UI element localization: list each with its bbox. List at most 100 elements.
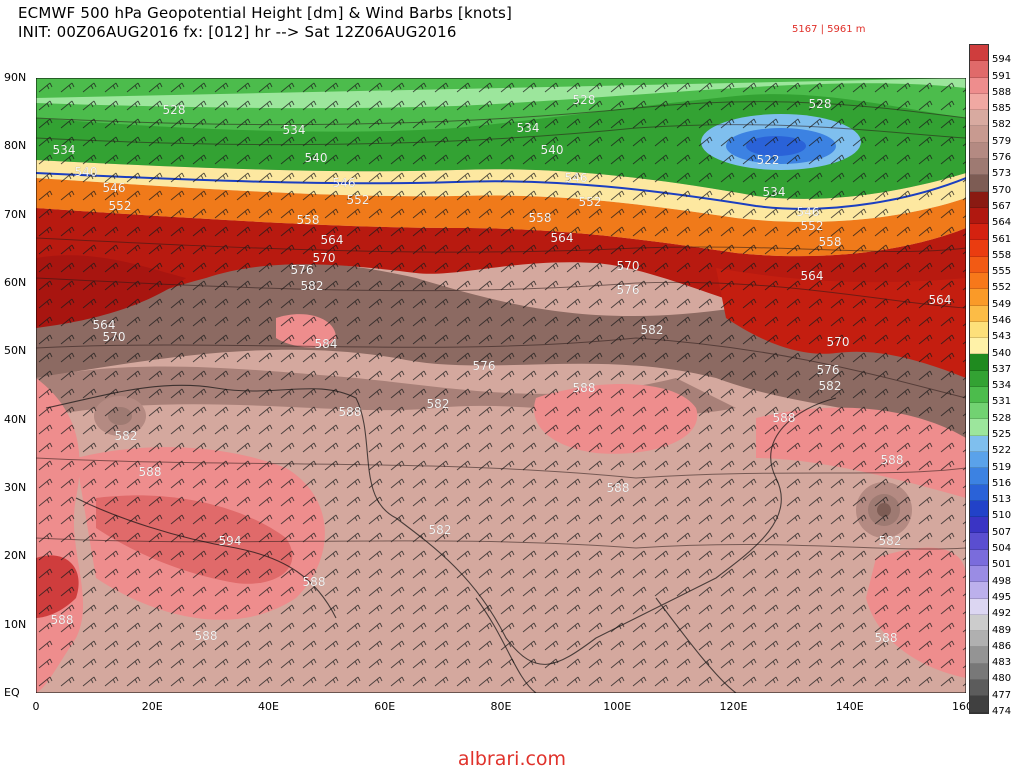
lat-label: 70N [4,207,27,221]
contour-label: 582 [819,379,842,393]
colorbar-swatch [970,272,988,290]
colorbar-swatch [970,614,988,632]
colorbar-swatch [970,517,988,534]
colorbar-swatch [970,321,988,339]
colorbar-level-label: 498 [992,575,1012,587]
contour-label: 546 [103,181,126,195]
colorbar-level-label: 552 [992,282,1012,294]
lon-label: 60E [374,700,396,713]
contour-label: 588 [139,465,162,479]
contour-label: 534 [763,185,786,199]
colorbar-swatch [970,77,988,94]
contour-label: 564 [801,269,824,283]
colorbar-level-label: 528 [992,412,1012,424]
colorbar-swatch [970,468,988,485]
contour-label: 546 [565,171,588,185]
colorbar-level-label: 531 [992,396,1012,408]
lat-label: 10N [4,617,27,631]
contour-label: 588 [875,631,898,645]
contour-label: 522 [757,153,780,167]
colorbar-level-label: 486 [992,640,1012,652]
colorbar-swatch [970,631,988,648]
colorbar-level-label: 570 [992,184,1012,196]
lon-label: 100E [603,700,632,713]
contour-label: 564 [929,293,952,307]
colorbar-swatch [970,663,988,680]
contour-label: 534 [53,143,76,157]
lon-label: 140E [835,700,864,713]
lon-label: 20E [141,700,163,713]
colorbar-swatch [970,207,988,225]
contour-label: 576 [291,263,314,277]
colorbar-swatch [970,582,988,599]
contour-label: 594 [219,534,242,548]
colorbar-level-label: 543 [992,331,1012,343]
colorbar-level-label: 564 [992,217,1012,229]
lat-label: 90N [4,71,27,84]
lat-label: 40N [4,412,27,426]
colorbar-swatch [970,93,988,111]
colorbar-level-label: 591 [992,70,1012,82]
colorbar-level-label: 522 [992,445,1012,457]
colorbar-level-label: 492 [992,608,1012,620]
colorbar-swatch [970,142,988,159]
colorbar-level-label: 507 [992,526,1012,538]
colorbar-level-label: 585 [992,103,1012,115]
colorbar-level-label: 504 [992,543,1012,555]
contour-label: 564 [93,318,116,332]
lon-label: 80E [490,700,512,713]
lat-label: 60N [4,276,27,289]
contour-label: 582 [429,523,452,537]
contour-label: 534 [283,123,306,137]
colorbar-swatch [970,533,988,550]
contour-label: 576 [473,359,496,373]
contour-label: 576 [617,283,640,297]
colorbar-swatch [970,484,988,501]
site-watermark: albrari.com [457,748,567,770]
init-time-line: INIT: 00Z06AUG2016 fx: [012] hr --> Sat … [18,23,457,41]
lon-label: 0 [32,700,40,713]
colorbar-level-label: 558 [992,249,1012,261]
contour-label: 558 [297,213,320,227]
contour-label: 540 [305,151,328,165]
contour-label: 588 [303,575,326,589]
contour-label: 570 [617,259,640,273]
contour-label: 588 [51,613,74,627]
contour-label: 564 [551,231,574,245]
contour-label: 582 [301,279,324,293]
colorbar-swatch [970,110,988,127]
lat-label: 50N [4,344,27,358]
colorbar-level-label: 513 [992,494,1012,506]
contour-label: 528 [573,93,596,107]
colorbar-level-label: 516 [992,477,1012,489]
colorbar-level-label: 555 [992,266,1012,278]
colorbar-swatch [970,696,988,713]
contour-label: 564 [321,233,344,247]
colorbar-swatch [970,354,988,371]
contour-label: 558 [529,211,552,225]
colorbar-swatch [970,370,988,387]
contour-label: 552 [801,219,824,233]
contour-label: 552 [347,193,370,207]
colorbar [969,44,989,714]
colorbar-swatch [970,61,988,78]
contour-label: 528 [809,97,832,111]
contour-label: 558 [819,235,842,249]
colorbar-swatch [970,435,988,453]
colorbar-level-label: 483 [992,657,1012,669]
contour-label: 552 [109,199,132,213]
contour-label: 588 [339,405,362,419]
contour-label: 546 [333,176,356,190]
lon-label: 120E [719,700,748,713]
colorbar-swatch [970,598,988,615]
lat-label: EQ [4,686,20,699]
colorbar-level-label: 546 [992,314,1012,326]
colorbar-swatch [970,45,988,62]
colorbar-swatch [970,452,988,469]
colorbar-level-label: 579 [992,135,1012,147]
colorbar-swatch [970,240,988,257]
colorbar-level-label: 588 [992,86,1012,98]
colorbar-swatch [970,549,988,566]
colorbar-level-label: 540 [992,347,1012,359]
colorbar-swatch [970,289,988,306]
